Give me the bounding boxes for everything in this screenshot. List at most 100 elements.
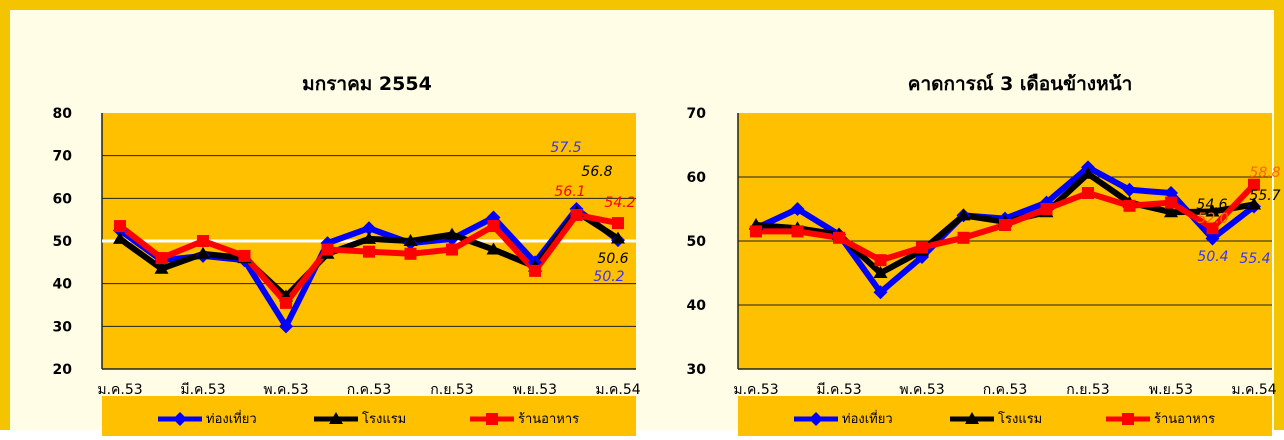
- legend-swatch-marker: [329, 412, 343, 424]
- data-point: [445, 227, 459, 240]
- legend: ท่องเที่ยว โรงแรม ร้านอาหาร: [158, 410, 579, 427]
- data-label: 50.4: [1197, 249, 1228, 265]
- x-axis-ticks: ม.ค.53 มี.ค.53 พ.ค.53 ก.ค.53 ก.ย.53 พ.ย.53 ม.ค…: [733, 382, 1276, 398]
- x-tick-label: ก.ค.53: [983, 382, 1028, 398]
- y-tick-label: 30: [53, 319, 73, 335]
- data-point: [833, 231, 845, 244]
- data-point: [280, 296, 292, 309]
- x-tick-label: ม.ค.53: [733, 382, 778, 398]
- chart-title: คาดการณ์ 3 เดือนข้างหน้า: [908, 73, 1133, 95]
- x-tick-label: พ.ค.53: [899, 382, 944, 398]
- x-tick-label: ก.ย.53: [430, 382, 473, 398]
- y-tick-label: 30: [687, 362, 707, 378]
- y-axis-ticks: 20 30 40 50 60 70 80: [53, 106, 73, 378]
- legend-label: โรงแรม: [362, 411, 406, 427]
- data-point: [238, 249, 251, 262]
- y-tick-label: 50: [687, 234, 707, 250]
- data-label: 52.0: [1197, 211, 1228, 227]
- y-tick-label: 70: [687, 106, 707, 122]
- data-point: [1206, 222, 1219, 235]
- legend-label: ร้านอาหาร: [518, 412, 579, 427]
- data-point: [1205, 231, 1220, 246]
- legend-swatch-marker: [809, 412, 823, 426]
- y-tick-label: 40: [687, 298, 707, 314]
- data-point: [113, 231, 127, 244]
- data-point: [612, 217, 624, 230]
- data-point: [279, 319, 293, 334]
- x-tick-label: พ.ค.53: [263, 382, 308, 398]
- data-label: 55.4: [1239, 251, 1270, 267]
- x-tick-label: ม.ค.53: [97, 382, 142, 398]
- data-point: [791, 225, 804, 238]
- data-point: [999, 219, 1011, 231]
- data-label: 55.7: [1249, 188, 1280, 204]
- legend: ท่องเที่ยว โรงแรม ร้านอาหาร: [794, 410, 1215, 427]
- y-tick-label: 20: [53, 362, 73, 378]
- data-point: [487, 220, 500, 233]
- data-point: [956, 208, 971, 221]
- data-point: [529, 264, 541, 277]
- y-tick-label: 60: [687, 170, 707, 186]
- y-axis-ticks: 30 40 50 60 70: [687, 106, 707, 378]
- data-point: [404, 247, 417, 260]
- data-point: [486, 242, 501, 255]
- legend-swatch-marker: [1122, 413, 1134, 425]
- x-tick-label: ม.ค.54: [1231, 382, 1276, 398]
- data-point: [750, 225, 762, 238]
- data-point: [1122, 182, 1137, 197]
- data-point: [197, 235, 209, 247]
- x-tick-label: ก.ย.53: [1066, 382, 1109, 398]
- data-label: 57.5: [550, 140, 581, 156]
- legend-swatch-marker: [486, 413, 498, 425]
- data-point: [362, 221, 376, 236]
- data-point: [1082, 187, 1094, 199]
- data-point: [1164, 205, 1178, 218]
- data-point: [1247, 197, 1261, 210]
- data-label: 54.6: [1196, 197, 1227, 213]
- x-tick-label: ก.ค.53: [347, 382, 392, 398]
- x-tick-label: มี.ค.53: [816, 382, 861, 398]
- data-label: 56.8: [581, 164, 612, 180]
- y-tick-label: 80: [53, 106, 73, 122]
- data-point: [611, 231, 625, 244]
- legend-box: [102, 396, 636, 436]
- data-point: [1040, 203, 1053, 215]
- legend-label: โรงแรม: [998, 411, 1042, 427]
- data-point: [873, 285, 888, 300]
- legend-label: ท่องเที่ยว: [842, 410, 893, 427]
- data-point: [363, 245, 375, 258]
- data-point: [196, 246, 210, 259]
- legend-label: ท่องเที่ยว: [206, 410, 257, 427]
- y-tick-label: 70: [53, 149, 73, 165]
- legend-swatch-marker: [173, 412, 187, 426]
- data-label: 54.2: [604, 195, 635, 211]
- data-point: [155, 252, 168, 265]
- data-point: [1165, 196, 1177, 209]
- x-tick-label: พ.ย.53: [1149, 382, 1193, 398]
- data-label: 56.1: [554, 184, 585, 200]
- data-point: [916, 241, 928, 254]
- legend-label: ร้านอาหาร: [1154, 412, 1215, 427]
- charts-canvas: มกราคม 2554 20 30 40 50 60 70 80 ม.ค.53 มี.ค.53…: [53, 73, 1281, 436]
- data-point: [362, 231, 376, 244]
- data-point: [570, 208, 583, 221]
- y-tick-label: 40: [53, 277, 73, 293]
- data-point: [1164, 186, 1178, 200]
- data-point: [321, 243, 334, 256]
- data-point: [403, 234, 418, 246]
- x-tick-label: พ.ย.53: [513, 382, 557, 398]
- data-point: [790, 202, 805, 216]
- legend-swatch-marker: [965, 412, 979, 424]
- data-labels: 57.556.8 56.1 54.2 50.6 50.2: [550, 140, 635, 285]
- series-layer: [749, 160, 1261, 300]
- data-point: [957, 231, 970, 244]
- chart-mkarakhom-2554: มกราคม 2554 20 30 40 50 60 70 80 ม.ค.53 มี.ค.53…: [53, 73, 641, 436]
- data-point: [874, 254, 887, 267]
- data-point: [154, 261, 169, 274]
- data-point: [1205, 204, 1220, 217]
- data-label: 50.6: [597, 251, 628, 267]
- y-tick-label: 60: [53, 191, 73, 207]
- chart-title: มกราคม 2554: [302, 73, 432, 95]
- x-tick-label: มี.ค.53: [180, 382, 225, 398]
